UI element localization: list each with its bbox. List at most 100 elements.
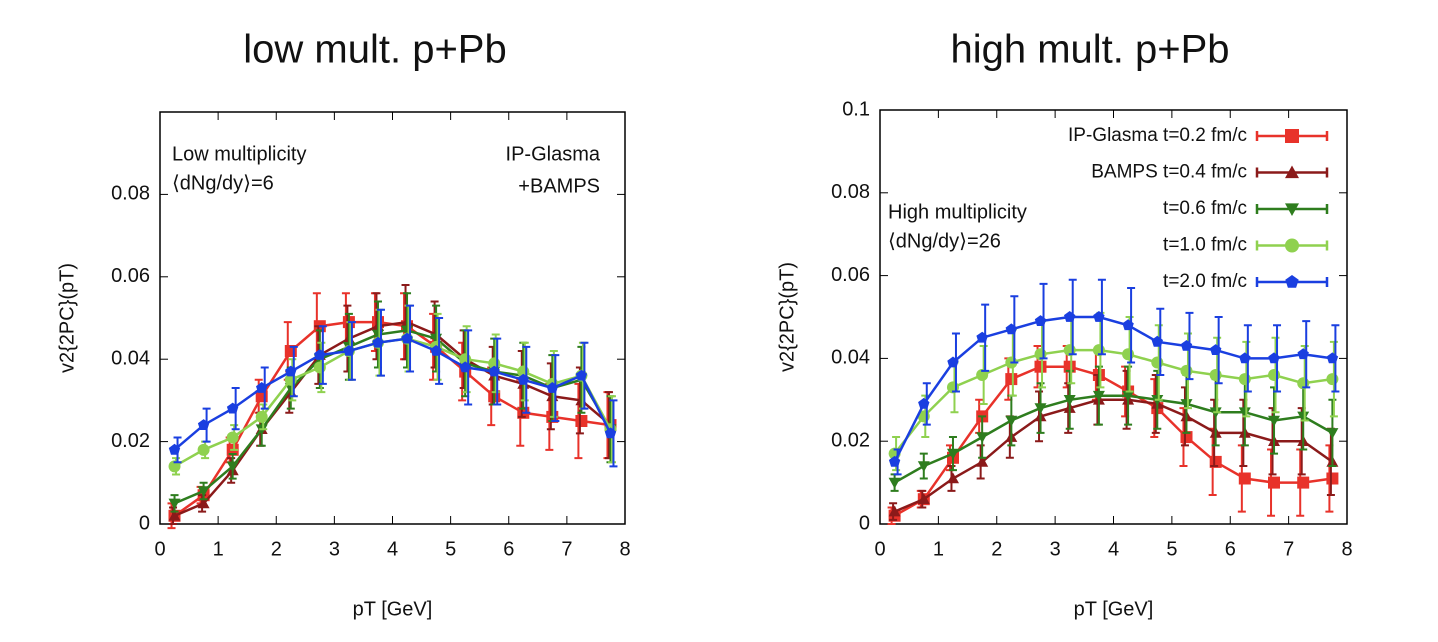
marker xyxy=(917,461,930,472)
series-line xyxy=(173,320,611,517)
series-line xyxy=(174,329,612,505)
annotation: Low multiplicity xyxy=(172,143,306,165)
series-line xyxy=(174,320,612,517)
marker xyxy=(976,432,989,444)
marker xyxy=(575,415,588,427)
x-tick-label: 8 xyxy=(1341,538,1352,560)
marker xyxy=(1151,335,1163,347)
series-line xyxy=(893,315,1333,463)
series xyxy=(888,365,1339,492)
marker xyxy=(888,505,901,517)
marker xyxy=(1297,411,1310,423)
y-tick-label: 0.06 xyxy=(111,265,150,287)
marker xyxy=(1268,476,1280,489)
legend-marker xyxy=(1285,275,1299,288)
x-tick-label: 3 xyxy=(329,538,340,560)
marker xyxy=(226,431,239,444)
marker xyxy=(168,460,181,473)
x-tick-label: 8 xyxy=(619,538,630,560)
marker xyxy=(459,361,471,373)
marker xyxy=(1092,390,1105,402)
marker xyxy=(314,349,326,360)
y-tick-label: 0.04 xyxy=(831,347,870,369)
marker xyxy=(1005,373,1018,386)
marker xyxy=(1326,428,1339,439)
x-tick-label: 0 xyxy=(874,538,885,560)
x-tick-label: 5 xyxy=(445,538,456,560)
y-tick-label: 0.08 xyxy=(111,183,150,205)
y-tick-label: 0.02 xyxy=(111,430,150,452)
marker xyxy=(1209,368,1222,381)
x-tick-label: 7 xyxy=(561,538,572,560)
y-tick-label: 0 xyxy=(859,512,870,534)
series xyxy=(168,304,618,468)
marker xyxy=(1209,455,1222,468)
marker xyxy=(1238,373,1251,386)
marker xyxy=(517,373,529,385)
series-line xyxy=(893,394,1334,484)
legend-marker xyxy=(1285,129,1299,143)
marker xyxy=(313,361,326,374)
marker xyxy=(1151,356,1164,369)
x-tick-label: 1 xyxy=(933,538,944,560)
x-tick-label: 5 xyxy=(1166,538,1177,560)
marker xyxy=(947,356,959,368)
marker xyxy=(1209,344,1222,355)
marker xyxy=(197,419,210,430)
legend-label: t=2.0 fm/c xyxy=(1163,271,1247,292)
marker xyxy=(1326,373,1339,386)
legend-label: t=0.6 fm/c xyxy=(1163,198,1247,219)
annotation: IP-Glasma xyxy=(506,143,601,165)
x-tick-label: 4 xyxy=(387,538,398,560)
marker xyxy=(976,331,988,343)
legend-label: BAMPS t=0.4 fm/c xyxy=(1091,162,1247,183)
marker xyxy=(401,332,413,344)
marker xyxy=(1238,472,1251,485)
x-axis-label: pT [GeV] xyxy=(353,598,433,620)
marker xyxy=(1005,415,1018,427)
marker xyxy=(256,382,268,393)
marker xyxy=(1326,472,1339,485)
marker xyxy=(1297,476,1310,489)
marker xyxy=(197,497,210,509)
y-axis-label: v2{2PC}(pT) xyxy=(776,262,798,372)
marker xyxy=(197,486,210,497)
marker xyxy=(1297,348,1309,360)
marker xyxy=(1180,364,1193,377)
marker xyxy=(1034,360,1047,373)
series-line xyxy=(893,365,1333,517)
marker xyxy=(976,368,989,381)
marker xyxy=(1063,395,1076,406)
marker xyxy=(372,336,384,348)
x-tick-label: 1 xyxy=(213,538,224,560)
marker xyxy=(1180,399,1193,410)
legend-label: t=1.0 fm/c xyxy=(1163,235,1247,256)
x-tick-label: 3 xyxy=(1050,538,1061,560)
y-axis-label: v2{2PC}(pT) xyxy=(56,263,78,373)
marker xyxy=(888,455,901,467)
legend-marker xyxy=(1285,238,1299,253)
legend-marker xyxy=(1285,165,1299,179)
y-tick-label: 0 xyxy=(139,512,150,534)
marker xyxy=(1238,407,1251,419)
marker xyxy=(343,345,355,356)
marker xyxy=(1005,323,1018,335)
series-line xyxy=(173,337,612,451)
marker xyxy=(255,410,268,423)
marker xyxy=(1239,352,1251,364)
marker xyxy=(430,345,442,356)
x-axis-label: pT [GeV] xyxy=(1074,598,1154,620)
x-tick-label: 0 xyxy=(154,538,165,560)
series-line xyxy=(894,398,1334,513)
marker xyxy=(168,498,181,510)
y-tick-label: 0.08 xyxy=(831,181,870,203)
series xyxy=(888,278,1340,476)
marker xyxy=(1268,415,1280,427)
marker xyxy=(1326,352,1339,364)
series-line xyxy=(893,348,1333,455)
x-tick-label: 2 xyxy=(271,538,282,560)
marker xyxy=(917,493,930,504)
y-tick-label: 0.1 xyxy=(842,98,870,120)
x-tick-label: 6 xyxy=(1225,538,1236,560)
legend-label: IP-Glasma t=0.2 fm/c xyxy=(1068,125,1247,146)
